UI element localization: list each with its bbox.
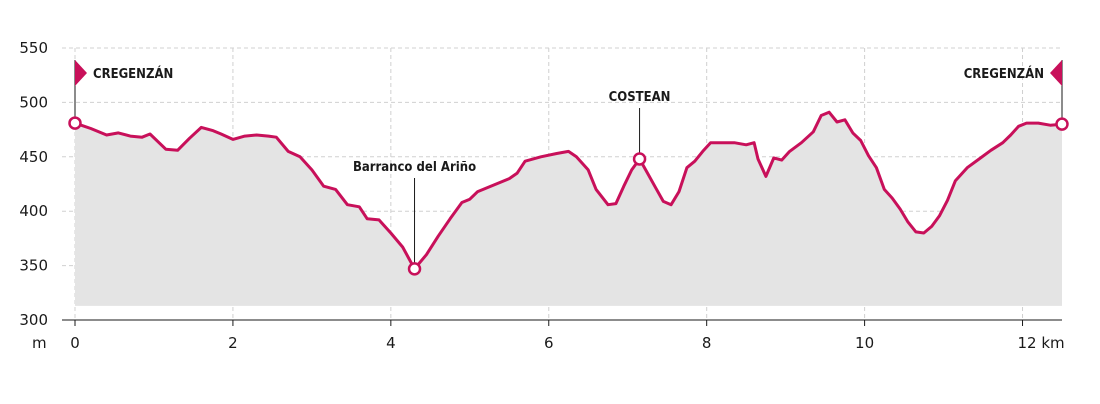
y-tick-label: 550 (19, 39, 48, 57)
marker-label: COSTEAN (609, 90, 671, 105)
x-tick-label: 10 (855, 334, 874, 352)
place-markers: CREGENZÁN Barranco del Ariño COSTEAN CREGEN… (68, 60, 1069, 276)
y-tick-label: 450 (19, 148, 48, 166)
elevation-area (75, 112, 1062, 306)
elevation-line (73, 110, 1064, 271)
y-tick-label: 400 (19, 202, 48, 220)
marker-label: CREGENZÁN (93, 66, 173, 82)
y-tick-label: 350 (19, 257, 48, 275)
y-axis-unit-label: m (32, 334, 47, 352)
x-tick-label: 0 (70, 334, 80, 352)
x-tick-label: 6 (544, 334, 554, 352)
axes (62, 319, 1062, 326)
x-tick-label: 8 (702, 334, 712, 352)
marker-label: Barranco del Ariño (353, 160, 476, 175)
x-tick-label: 4 (386, 334, 396, 352)
x-tick-label: 12 km (1018, 334, 1065, 352)
x-tick-label: 2 (228, 334, 238, 352)
flag-icon (1050, 60, 1062, 86)
axis-labels: m 300 350 400 450 500 550 0 2 4 6 8 10 12 km (19, 39, 1064, 352)
marker-point (632, 152, 647, 166)
marker-label: CREGENZÁN (964, 66, 1044, 82)
marker-point (407, 262, 422, 276)
y-tick-label: 500 (19, 93, 48, 111)
marker-point (68, 116, 82, 130)
flag-icon (75, 60, 87, 86)
y-tick-label: 300 (19, 311, 48, 329)
marker-point (1055, 117, 1069, 131)
